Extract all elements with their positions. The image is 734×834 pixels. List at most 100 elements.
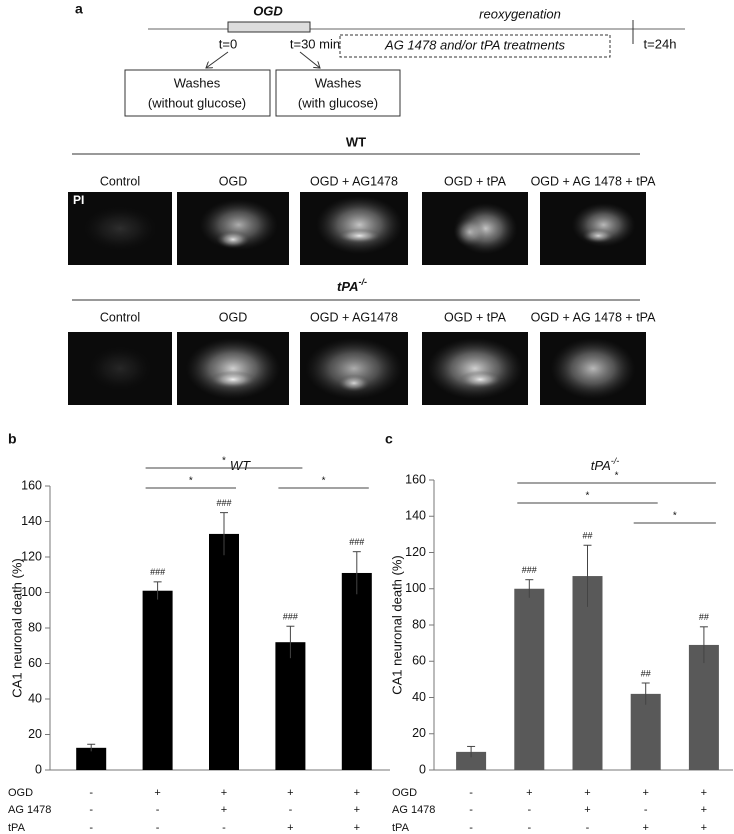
bar <box>76 747 107 770</box>
condition-value: + <box>287 787 293 799</box>
significance-mark: ## <box>582 531 592 541</box>
condition-value: - <box>222 822 226 834</box>
comparison-label: * <box>615 471 619 482</box>
condition-name: tPA <box>392 822 410 834</box>
condition-name: OGD <box>8 787 33 799</box>
bar <box>275 642 306 770</box>
panel-label: c <box>385 431 393 447</box>
wash-title: Washes <box>315 75 362 90</box>
comparison-label: * <box>222 456 226 467</box>
wash-title: Washes <box>174 75 221 90</box>
column-label: Control <box>100 174 140 188</box>
condition-name: tPA <box>8 822 26 834</box>
condition-value: + <box>154 787 160 799</box>
bar <box>514 588 545 770</box>
y-tick-label: 0 <box>419 762 426 776</box>
condition-value: - <box>527 804 531 816</box>
condition-name: AG 1478 <box>392 804 435 816</box>
condition-value: + <box>701 804 707 816</box>
condition-value: + <box>354 787 360 799</box>
micrograph-signal <box>427 337 523 400</box>
comparison-label: * <box>322 476 326 487</box>
condition-value: + <box>354 804 360 816</box>
column-label: OGD + AG 1478 + tPA <box>531 310 656 324</box>
comparison-label: * <box>189 476 193 487</box>
chart-title: WT <box>230 458 251 473</box>
bar <box>209 533 239 770</box>
condition-value: - <box>89 787 93 799</box>
significance-mark: ### <box>150 567 165 577</box>
micrograph-signal <box>305 337 403 400</box>
condition-value: + <box>221 787 227 799</box>
significance-mark: ## <box>699 612 709 622</box>
condition-value: - <box>156 804 160 816</box>
ogd-label: OGD <box>253 3 283 18</box>
title-sup: -/- <box>611 456 620 466</box>
column-label: OGD + AG1478 <box>310 310 398 324</box>
significance-mark: ### <box>522 565 537 575</box>
micrograph-signal <box>83 206 157 251</box>
condition-value: - <box>586 822 590 834</box>
micrograph-signal <box>337 374 371 392</box>
condition-value: - <box>644 804 648 816</box>
micrograph-signal <box>550 337 636 400</box>
micrograph-signal <box>337 228 381 244</box>
condition-value: + <box>584 804 590 816</box>
wash-detail: (without glucose) <box>148 95 246 110</box>
stain-label: PI <box>73 193 84 207</box>
condition-value: + <box>354 822 360 834</box>
condition-value: - <box>469 804 473 816</box>
time-label: t=24h <box>644 36 677 51</box>
micrograph-signal <box>88 346 152 391</box>
wash-box <box>124 69 271 117</box>
significance-mark: ### <box>216 498 231 508</box>
y-tick-label: 80 <box>28 620 42 634</box>
column-label: OGD + AG1478 <box>310 174 398 188</box>
bar <box>142 590 173 770</box>
y-tick-label: 160 <box>21 478 42 492</box>
group-title: tPA-/- <box>337 277 367 294</box>
condition-value: - <box>156 822 160 834</box>
treatment-label: AG 1478 and/or tPA treatments <box>384 37 565 52</box>
column-label: OGD <box>219 310 247 324</box>
condition-value: + <box>642 787 648 799</box>
group-title: WT <box>346 134 366 149</box>
time-label: t=30 min <box>290 36 340 51</box>
column-label: OGD <box>219 174 247 188</box>
condition-value: + <box>584 787 590 799</box>
column-label: OGD + AG 1478 + tPA <box>531 174 656 188</box>
condition-value: - <box>89 822 93 834</box>
y-tick-label: 140 <box>405 509 426 523</box>
micrograph-signal <box>316 195 403 255</box>
genotype-sup: -/- <box>358 277 367 287</box>
condition-value: + <box>701 787 707 799</box>
arrow <box>206 51 229 68</box>
y-tick-label: 0 <box>35 762 42 776</box>
y-tick-label: 100 <box>21 585 42 599</box>
y-tick-label: 120 <box>405 545 426 559</box>
micrograph-signal <box>582 228 615 244</box>
y-axis-label: CA1 neuronal death (%) <box>9 558 24 697</box>
condition-value: + <box>287 822 293 834</box>
column-label: OGD + tPA <box>444 310 507 324</box>
title: tPA <box>591 458 611 473</box>
condition-value: - <box>527 822 531 834</box>
wash-detail: (with glucose) <box>298 95 378 110</box>
micrograph-signal <box>459 370 502 389</box>
comparison-label: * <box>586 491 590 502</box>
y-tick-label: 80 <box>412 617 426 631</box>
condition-value: - <box>469 787 473 799</box>
y-tick-label: 40 <box>28 691 42 705</box>
significance-mark: ### <box>349 537 364 547</box>
condition-value: - <box>289 804 293 816</box>
micrograph-signal <box>185 337 281 400</box>
reoxygenation-label: reoxygenation <box>479 6 561 21</box>
condition-value: + <box>701 822 707 834</box>
condition-value: - <box>469 822 473 834</box>
micrograph-signal <box>453 217 486 247</box>
y-tick-label: 60 <box>412 654 426 668</box>
panel-label: a <box>75 1 83 17</box>
bar <box>456 751 487 770</box>
